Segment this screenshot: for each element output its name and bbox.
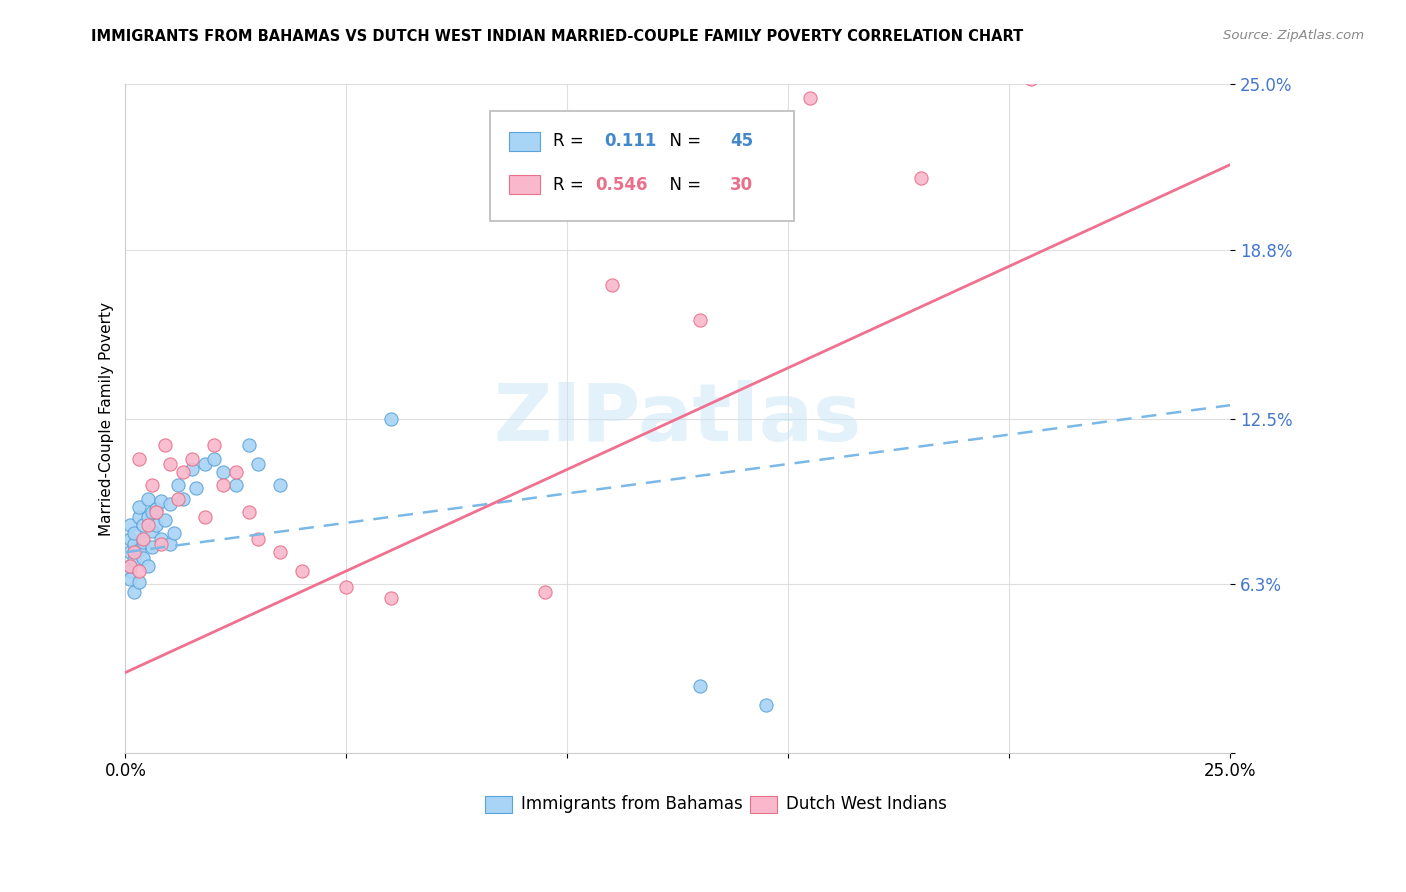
Point — [118, 558, 141, 573]
Point — [124, 526, 146, 541]
Point — [145, 502, 167, 516]
Point — [141, 540, 163, 554]
Point — [145, 518, 167, 533]
Point — [128, 451, 150, 466]
Point — [180, 451, 202, 466]
Text: 0.546: 0.546 — [595, 176, 648, 194]
Point — [128, 542, 150, 557]
Point — [124, 553, 146, 567]
FancyBboxPatch shape — [509, 176, 540, 194]
FancyBboxPatch shape — [491, 112, 794, 221]
Point — [118, 572, 141, 586]
Point — [186, 481, 208, 495]
Point — [128, 564, 150, 578]
Point — [128, 574, 150, 589]
Point — [159, 497, 181, 511]
Point — [1021, 72, 1043, 87]
Point — [380, 591, 402, 605]
Point — [128, 500, 150, 514]
Text: N =: N = — [659, 132, 706, 150]
Point — [799, 91, 821, 105]
Point — [132, 534, 155, 549]
Text: 45: 45 — [730, 132, 752, 150]
Text: Source: ZipAtlas.com: Source: ZipAtlas.com — [1223, 29, 1364, 42]
Point — [136, 558, 159, 573]
Point — [194, 510, 217, 524]
FancyBboxPatch shape — [485, 796, 512, 813]
Point — [141, 478, 163, 492]
Text: 30: 30 — [730, 176, 752, 194]
Point — [118, 564, 141, 578]
Point — [118, 532, 141, 546]
Point — [118, 518, 141, 533]
Point — [247, 532, 270, 546]
Point — [225, 478, 247, 492]
Point — [335, 580, 357, 594]
Point — [145, 505, 167, 519]
Text: ZIPatlas: ZIPatlas — [494, 380, 862, 458]
Text: 0.111: 0.111 — [603, 132, 657, 150]
Point — [172, 491, 194, 506]
Point — [238, 438, 260, 452]
Point — [132, 518, 155, 533]
Point — [163, 526, 186, 541]
Point — [689, 679, 711, 693]
Point — [136, 491, 159, 506]
Point — [534, 585, 557, 599]
Point — [155, 438, 177, 452]
Text: Dutch West Indians: Dutch West Indians — [786, 795, 948, 814]
Point — [118, 545, 141, 559]
FancyBboxPatch shape — [509, 132, 540, 151]
FancyBboxPatch shape — [749, 796, 778, 813]
Text: R =: R = — [553, 132, 595, 150]
Point — [141, 505, 163, 519]
Y-axis label: Married-Couple Family Poverty: Married-Couple Family Poverty — [100, 301, 114, 535]
Point — [124, 537, 146, 551]
Point — [269, 478, 291, 492]
Point — [159, 537, 181, 551]
Point — [149, 494, 172, 508]
Point — [247, 457, 270, 471]
Point — [225, 465, 247, 479]
Point — [136, 510, 159, 524]
Text: IMMIGRANTS FROM BAHAMAS VS DUTCH WEST INDIAN MARRIED-COUPLE FAMILY POVERTY CORRE: IMMIGRANTS FROM BAHAMAS VS DUTCH WEST IN… — [91, 29, 1024, 44]
Point — [211, 478, 233, 492]
Point — [132, 532, 155, 546]
Point — [132, 550, 155, 565]
Point — [380, 411, 402, 425]
Point — [149, 537, 172, 551]
Point — [600, 277, 623, 292]
Point — [141, 524, 163, 538]
Point — [180, 462, 202, 476]
Text: N =: N = — [659, 176, 706, 194]
Point — [172, 465, 194, 479]
Point — [118, 558, 141, 573]
Point — [202, 451, 225, 466]
Point — [149, 532, 172, 546]
Point — [194, 457, 217, 471]
Point — [291, 564, 314, 578]
Point — [269, 545, 291, 559]
Point — [128, 510, 150, 524]
Point — [124, 545, 146, 559]
Text: Immigrants from Bahamas: Immigrants from Bahamas — [522, 795, 742, 814]
Point — [159, 457, 181, 471]
Point — [202, 438, 225, 452]
Point — [238, 505, 260, 519]
Point — [167, 478, 190, 492]
Point — [910, 171, 932, 186]
Point — [755, 698, 778, 712]
Point — [689, 312, 711, 326]
Point — [124, 585, 146, 599]
Point — [211, 465, 233, 479]
Point — [155, 513, 177, 527]
Point — [136, 518, 159, 533]
Text: R =: R = — [553, 176, 589, 194]
Point — [167, 491, 190, 506]
